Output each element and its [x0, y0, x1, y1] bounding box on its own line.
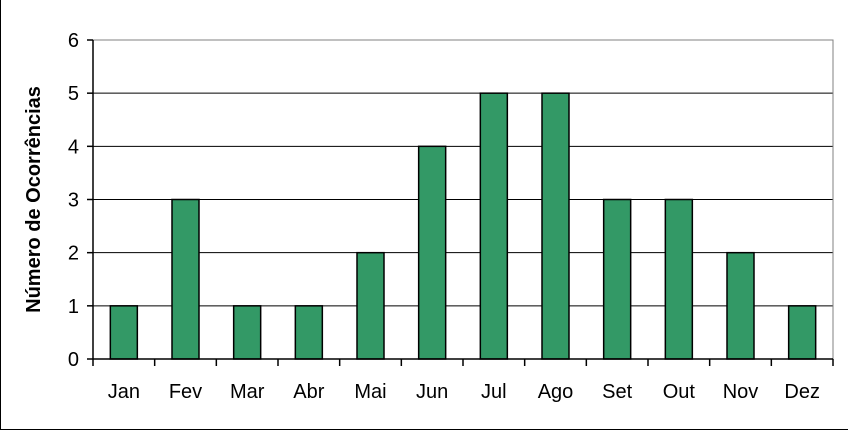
y-tick-label: 2 — [68, 243, 79, 265]
x-tick-label: Ago — [538, 381, 574, 403]
y-tick-label: 4 — [68, 136, 79, 158]
bar-jan — [109, 305, 139, 360]
bar-jun — [417, 145, 447, 360]
x-tick-label: Jun — [416, 381, 448, 403]
bar-jul — [479, 92, 509, 360]
y-tick-label: 1 — [68, 296, 79, 318]
x-tick-label: Mar — [230, 381, 265, 403]
y-tick-label: 3 — [68, 190, 79, 212]
x-tick-label: Mai — [354, 381, 386, 403]
x-tick-label: Jan — [108, 381, 140, 403]
y-tick-label: 5 — [68, 83, 79, 105]
bar-ago — [541, 92, 570, 360]
x-tick-label: Abr — [293, 381, 324, 403]
x-tick-label: Out — [663, 381, 696, 403]
y-tick-label: 6 — [68, 30, 79, 52]
y-axis-title: Número de Ocorrências — [23, 86, 45, 313]
bar-mar — [232, 305, 262, 360]
gridlines — [93, 39, 833, 307]
bar-set — [602, 198, 632, 360]
x-tick-label: Nov — [723, 381, 759, 403]
bar-nov — [726, 251, 755, 360]
y-axis-ticks: 0 1 2 3 4 5 6 — [68, 30, 93, 371]
bars — [109, 92, 817, 360]
x-tick-label: Fev — [169, 381, 202, 403]
x-axis-ticks: Jan Fev Mar Abr Mai Jun Jul Ago Set Out Nov Dez — [92, 359, 834, 403]
bar-abr — [294, 305, 324, 360]
x-tick-label: Jul — [481, 381, 507, 403]
x-tick-label: Dez — [784, 381, 820, 403]
y-tick-label: 0 — [68, 349, 79, 371]
bar-fev — [171, 198, 200, 360]
bar-out — [664, 198, 694, 360]
bar-mai — [356, 251, 385, 360]
bar-dez — [787, 305, 817, 360]
x-tick-label: Set — [602, 381, 632, 403]
